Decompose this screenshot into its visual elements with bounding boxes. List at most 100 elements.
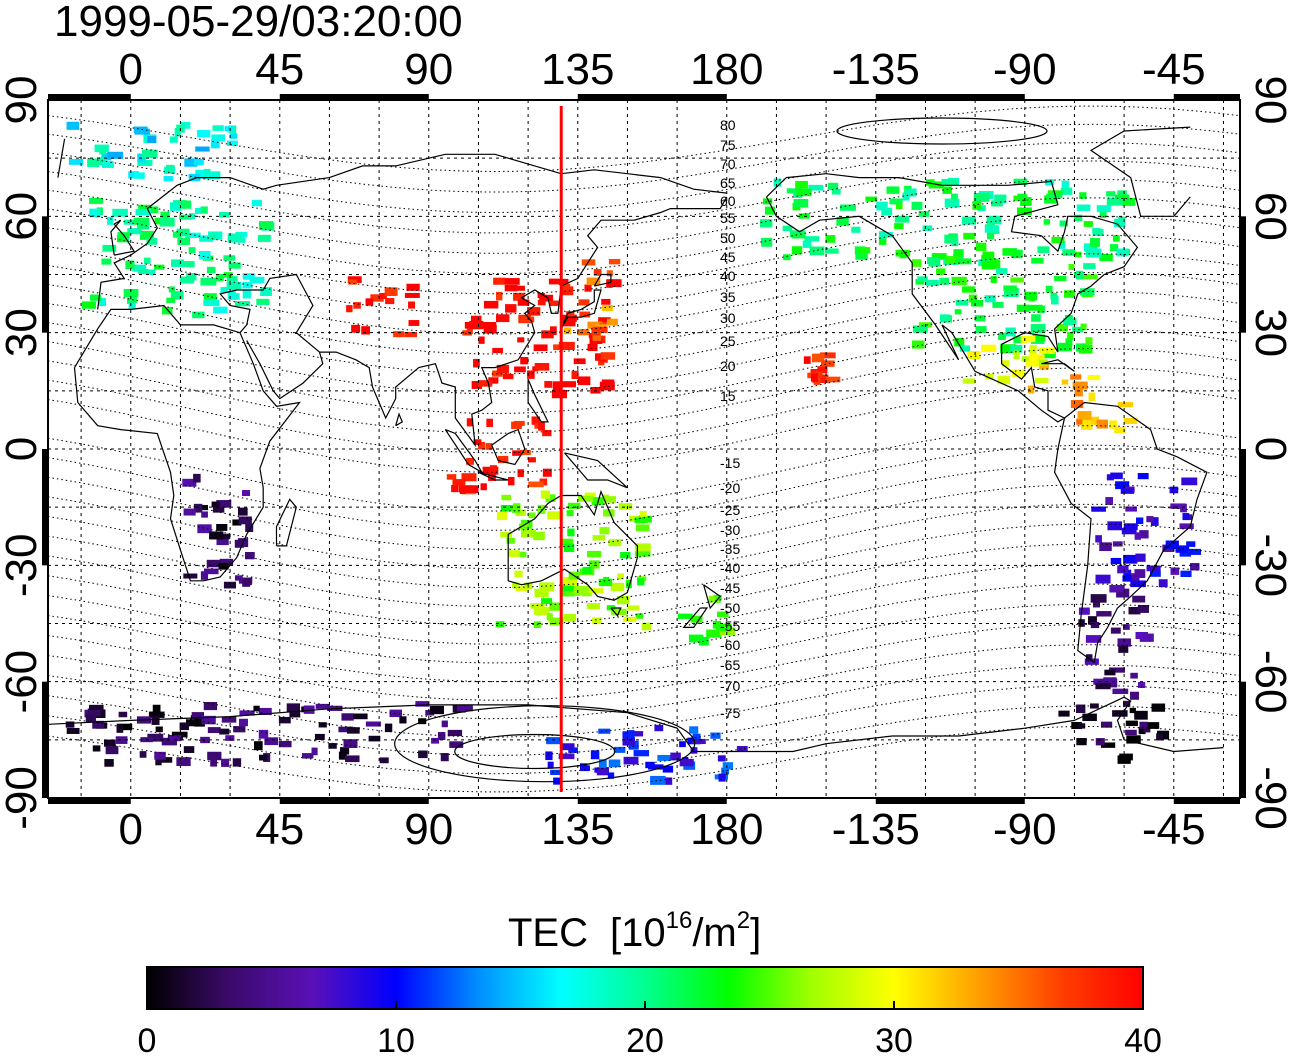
tec-cell	[200, 277, 217, 286]
tec-cell	[449, 741, 464, 748]
tec-cell	[520, 449, 531, 456]
tec-cell	[101, 161, 114, 168]
tec-cell	[831, 188, 841, 195]
tec-cell	[1017, 207, 1032, 216]
contour-label: 30	[720, 310, 736, 326]
tec-cell	[1091, 506, 1106, 512]
tec-cell	[791, 233, 806, 239]
tec-cell	[185, 232, 201, 239]
tec-cell	[1016, 304, 1030, 312]
tec-cell	[242, 289, 251, 299]
tec-cell	[1109, 420, 1117, 429]
tec-cell	[205, 171, 221, 180]
tec-cell	[936, 268, 946, 275]
tec-cell	[81, 301, 96, 309]
tec-cell	[568, 747, 578, 753]
tec-cell	[345, 755, 360, 763]
tec-cell	[495, 621, 505, 628]
tec-cell	[209, 531, 224, 540]
tec-cell	[594, 353, 605, 361]
coastline-path	[610, 607, 622, 617]
coastline-path	[1053, 401, 1208, 664]
tec-cell	[1095, 574, 1111, 584]
tec-cell	[1020, 196, 1032, 206]
right-lat-tick-label: -90	[1246, 766, 1292, 830]
tec-cell	[211, 501, 220, 508]
tec-cell	[814, 371, 823, 378]
tec-cell	[1128, 606, 1141, 615]
tec-cell	[216, 500, 232, 508]
bottom-lon-tick-label: 90	[404, 805, 453, 854]
colorbar-unit-exp: 16	[666, 907, 693, 934]
tec-cell	[496, 364, 509, 374]
tec-cell	[200, 206, 208, 214]
tec-cell	[1079, 288, 1095, 296]
tec-cell	[515, 586, 529, 592]
tec-cell	[562, 314, 577, 322]
left-lat-tick-label: -30	[0, 534, 46, 598]
tec-cell	[226, 276, 238, 282]
tec-cell	[1117, 402, 1133, 408]
mag-contour	[48, 328, 1240, 415]
tec-cell	[1045, 285, 1053, 293]
tec-cell	[195, 146, 210, 152]
tec-cell	[353, 713, 368, 720]
tec-cell	[549, 602, 563, 611]
tec-cell	[512, 581, 519, 589]
tec-cell	[1046, 193, 1061, 199]
tec-cell	[201, 715, 216, 725]
tec-cell	[495, 314, 510, 323]
tec-cell	[591, 327, 600, 336]
tec-cell	[489, 465, 497, 473]
tec-cell	[161, 737, 177, 746]
tec-cell	[1083, 263, 1096, 270]
tec-cell	[540, 490, 550, 499]
tec-cell	[839, 204, 856, 211]
tec-cell	[139, 751, 147, 758]
tec-cell	[228, 262, 241, 269]
tec-cell	[477, 380, 493, 387]
tec-cell	[639, 510, 647, 517]
tec-cell	[441, 720, 448, 728]
tec-cell	[984, 225, 999, 233]
tec-cell	[911, 259, 922, 267]
tec-cell	[1117, 190, 1127, 199]
tec-cell	[925, 279, 939, 286]
tec-cell	[573, 585, 589, 595]
mag-contour	[48, 464, 1240, 551]
tec-cell	[944, 234, 956, 244]
tec-cell	[500, 504, 512, 512]
tec-cell	[1095, 738, 1105, 746]
tec-cell	[578, 299, 590, 306]
tec-cell	[590, 750, 600, 760]
right-lat-tick-label: 60	[1246, 192, 1292, 241]
tec-cell	[1109, 585, 1125, 593]
tec-cell	[227, 233, 242, 243]
left-lat-tick-label: 0	[0, 437, 46, 461]
tec-cell	[197, 524, 212, 534]
frame-bar-top	[875, 94, 1025, 100]
magnetic-latitude-contours	[48, 105, 1240, 793]
tec-cell	[1123, 554, 1138, 564]
tec-cell	[584, 492, 596, 498]
tec-cell	[654, 724, 664, 732]
tec-cell	[598, 317, 611, 323]
tec-cell	[1114, 426, 1126, 434]
tec-cell	[607, 772, 615, 779]
tec-cell	[587, 343, 598, 352]
tec-cell	[736, 745, 748, 752]
tec-cell	[536, 606, 546, 616]
frame-bar-bottom	[48, 798, 131, 804]
tec-cell	[180, 276, 195, 284]
tec-cell	[606, 318, 618, 326]
right-lat-tick-label: 30	[1246, 308, 1292, 357]
tec-cell	[810, 373, 818, 382]
contour-label: -30	[720, 522, 740, 538]
tec-cell	[690, 615, 703, 623]
tec-cell	[895, 203, 903, 210]
tec-cell	[1165, 540, 1179, 549]
tec-cell	[865, 196, 878, 202]
tec-cell	[588, 588, 604, 594]
tec-cell	[1112, 710, 1128, 717]
tec-cell	[1054, 275, 1067, 281]
